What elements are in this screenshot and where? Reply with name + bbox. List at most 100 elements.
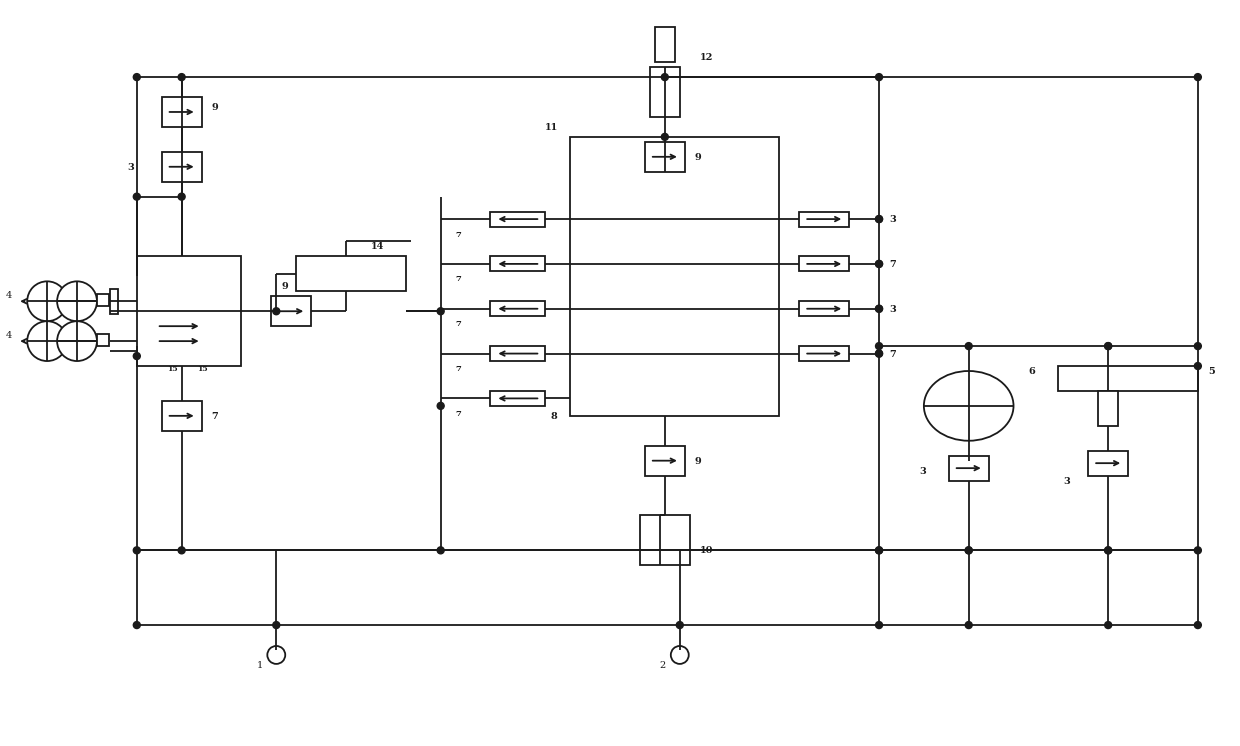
Text: 14: 14 — [371, 242, 384, 251]
Circle shape — [965, 547, 972, 554]
Circle shape — [1105, 342, 1112, 350]
Bar — [491, 212, 546, 227]
Text: 7: 7 — [889, 260, 895, 269]
Circle shape — [661, 134, 668, 140]
Circle shape — [875, 350, 883, 357]
Circle shape — [875, 342, 883, 350]
Circle shape — [965, 547, 972, 554]
Circle shape — [661, 74, 668, 81]
Text: 10: 10 — [699, 546, 713, 555]
Text: 11: 11 — [546, 123, 558, 132]
Circle shape — [1105, 342, 1112, 350]
Bar — [110, 289, 118, 314]
Text: 3: 3 — [126, 163, 134, 172]
Text: 2: 2 — [660, 661, 666, 670]
Circle shape — [875, 547, 883, 554]
Circle shape — [268, 646, 285, 664]
Bar — [650, 67, 680, 117]
Circle shape — [875, 547, 883, 554]
Circle shape — [1194, 342, 1202, 350]
Bar — [296, 257, 405, 291]
Circle shape — [875, 74, 883, 81]
Bar — [800, 301, 849, 316]
Text: 15: 15 — [166, 365, 177, 373]
Bar — [491, 346, 546, 361]
Circle shape — [134, 193, 140, 200]
Bar — [1099, 391, 1118, 426]
Circle shape — [1194, 74, 1202, 81]
Circle shape — [179, 74, 185, 81]
Circle shape — [179, 193, 185, 200]
Text: 6: 6 — [1028, 367, 1035, 376]
Bar — [161, 152, 202, 182]
Circle shape — [875, 216, 883, 222]
Text: 5: 5 — [1208, 367, 1214, 376]
Text: 8: 8 — [551, 412, 557, 421]
Circle shape — [965, 621, 972, 629]
Text: 7: 7 — [889, 350, 895, 359]
Text: 4: 4 — [5, 331, 11, 340]
Circle shape — [134, 353, 140, 360]
Bar — [161, 401, 202, 430]
Text: 7: 7 — [455, 275, 461, 283]
Circle shape — [179, 547, 185, 554]
Circle shape — [1105, 547, 1112, 554]
Bar — [1059, 366, 1198, 391]
Circle shape — [273, 621, 280, 629]
Circle shape — [438, 402, 444, 410]
Text: 9: 9 — [694, 457, 702, 466]
Text: 12: 12 — [699, 53, 713, 62]
Circle shape — [875, 216, 883, 222]
Circle shape — [57, 322, 97, 361]
Text: 3: 3 — [919, 466, 925, 476]
Bar — [640, 515, 689, 565]
Circle shape — [438, 308, 444, 315]
Circle shape — [676, 621, 683, 629]
Text: 9: 9 — [212, 103, 218, 112]
Bar — [645, 142, 684, 172]
Ellipse shape — [924, 371, 1013, 441]
Bar — [97, 294, 109, 307]
Circle shape — [1105, 621, 1112, 629]
Circle shape — [1194, 621, 1202, 629]
Text: 7: 7 — [455, 320, 461, 328]
Circle shape — [875, 350, 883, 357]
Circle shape — [57, 281, 97, 322]
Text: 4: 4 — [5, 291, 11, 301]
Circle shape — [661, 74, 668, 81]
Circle shape — [875, 305, 883, 313]
Circle shape — [1194, 547, 1202, 554]
Circle shape — [438, 547, 444, 554]
Circle shape — [134, 547, 140, 554]
Bar — [491, 391, 546, 406]
Bar — [800, 346, 849, 361]
Bar — [136, 257, 242, 366]
Bar — [800, 257, 849, 272]
Bar — [949, 456, 988, 480]
Text: 3: 3 — [1064, 477, 1070, 486]
Text: 7: 7 — [212, 412, 218, 421]
Circle shape — [875, 621, 883, 629]
Bar — [491, 301, 546, 316]
Text: 7: 7 — [455, 410, 461, 418]
Bar — [161, 97, 202, 127]
Text: 9: 9 — [694, 153, 702, 162]
Circle shape — [27, 322, 67, 361]
Bar — [1089, 451, 1128, 476]
Circle shape — [134, 74, 140, 81]
Text: 3: 3 — [889, 215, 895, 224]
Bar — [272, 296, 311, 326]
Text: 3: 3 — [889, 304, 895, 314]
Circle shape — [273, 308, 280, 315]
Circle shape — [875, 305, 883, 313]
Text: 1: 1 — [257, 661, 263, 670]
Circle shape — [875, 260, 883, 267]
Bar — [655, 28, 675, 62]
Text: 15: 15 — [197, 365, 207, 373]
Circle shape — [965, 342, 972, 350]
Circle shape — [1105, 547, 1112, 554]
Bar — [491, 257, 546, 272]
Bar — [97, 334, 109, 346]
Bar — [570, 137, 780, 416]
Bar — [800, 212, 849, 227]
